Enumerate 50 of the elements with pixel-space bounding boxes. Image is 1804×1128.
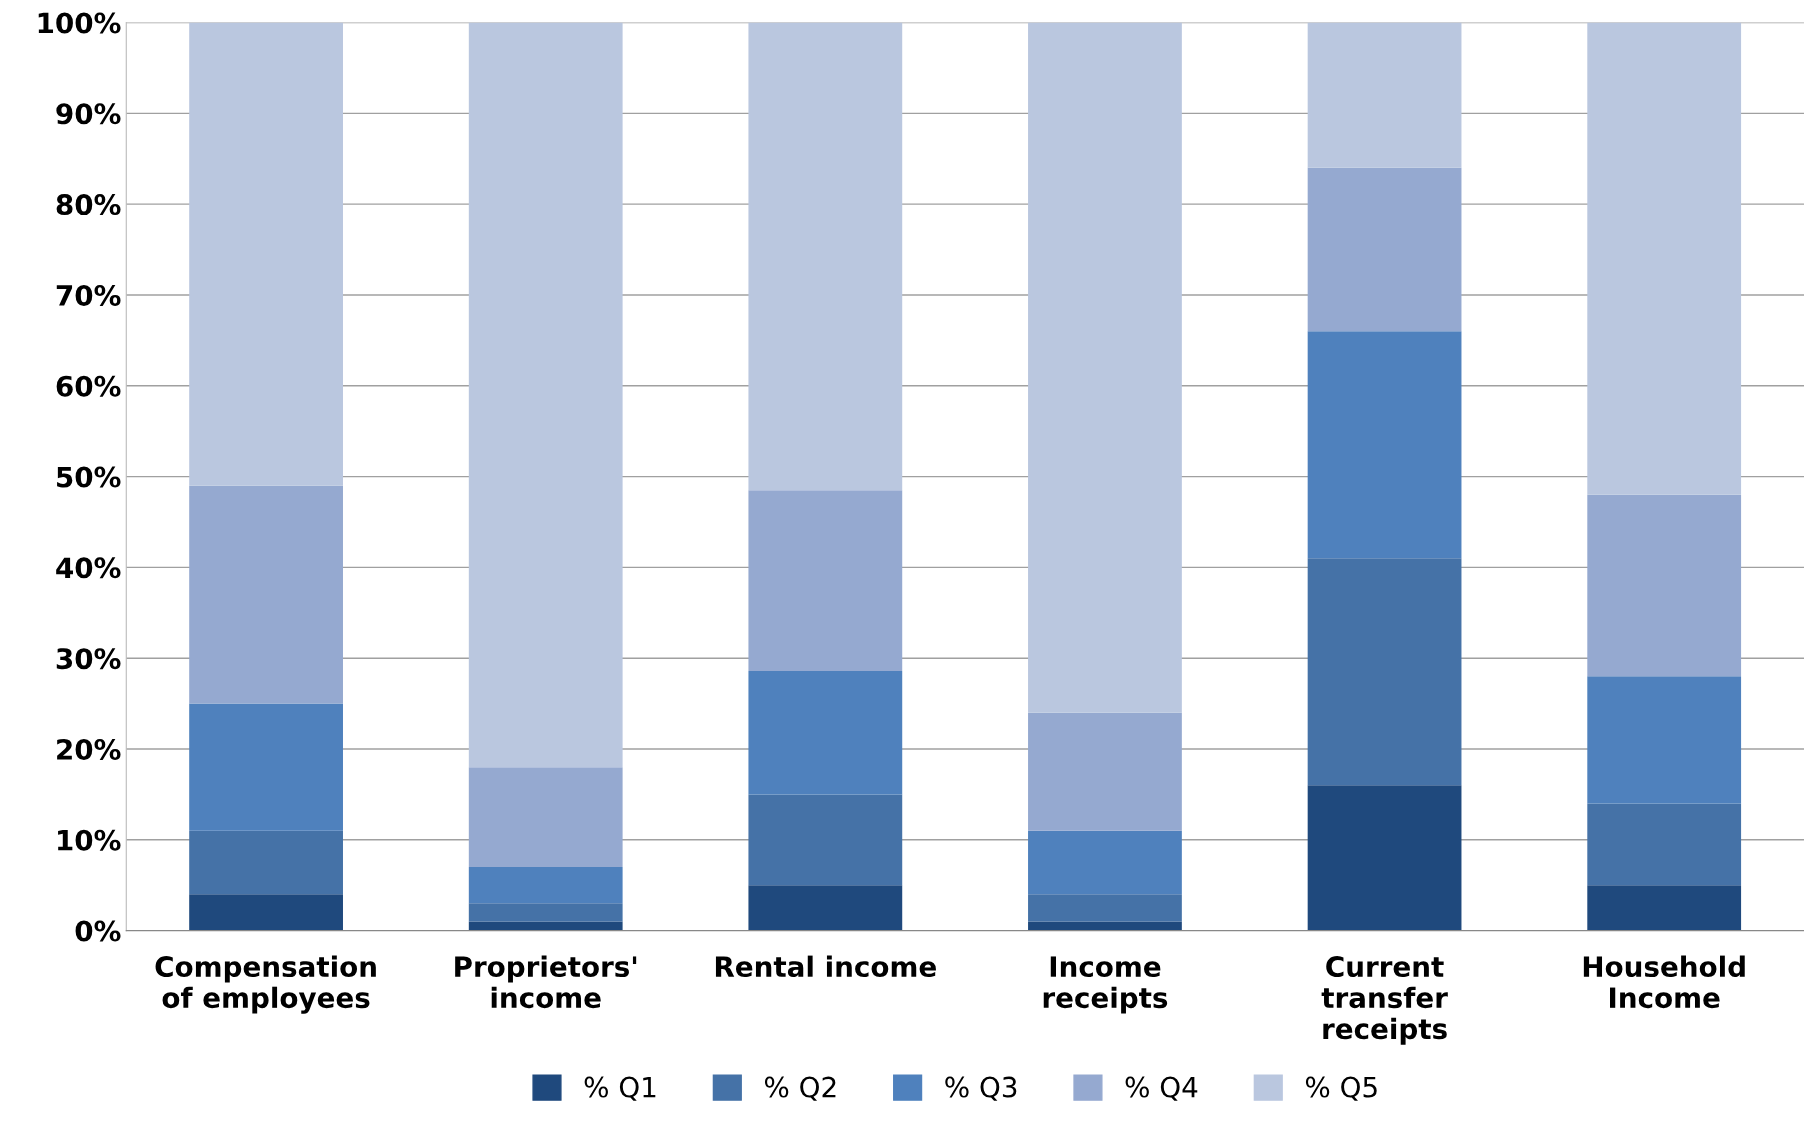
bar (748, 670, 903, 795)
x-tick-label: Rental income (715, 955, 936, 978)
legend-label: % Q4 (1125, 1076, 1198, 1101)
y-tick-label: 20% (57, 738, 121, 760)
x-tick-label: Compensation of employees (155, 955, 376, 1014)
bar (1587, 494, 1742, 677)
y-tick-label: 30% (56, 648, 121, 670)
bar (1587, 22, 1742, 495)
legend-label: % Q2 (764, 1076, 836, 1101)
bar (1028, 894, 1182, 922)
y-tick-label: 60% (56, 375, 121, 397)
bar (468, 22, 623, 768)
bar (748, 885, 903, 931)
bar (189, 894, 343, 931)
bar (1028, 22, 1182, 713)
bar (468, 767, 623, 868)
y-tick-label: 70% (56, 284, 121, 306)
bar (1307, 167, 1462, 332)
bar (189, 485, 343, 704)
bar (468, 903, 623, 922)
y-tick-label: 50% (57, 466, 121, 488)
y-tick-label: 100% (38, 12, 121, 34)
legend-label: % Q5 (1305, 1076, 1377, 1101)
x-tick-label: Income receipts (1043, 956, 1168, 1014)
bar (1587, 803, 1742, 886)
bar (1028, 830, 1182, 895)
bar (468, 867, 623, 904)
bar (1307, 331, 1462, 559)
bar (189, 22, 343, 486)
x-tick-label: Current transfer receipts (1321, 956, 1448, 1045)
bar (1587, 676, 1742, 804)
y-tick-label: 0% (75, 920, 121, 942)
bar (1307, 558, 1462, 786)
bar (1307, 785, 1462, 931)
y-tick-label: 90% (56, 103, 121, 125)
bar (189, 703, 343, 831)
y-tick-label: 40% (56, 557, 121, 579)
bar (1028, 712, 1182, 831)
y-tick-label: 80% (56, 194, 121, 216)
bar (189, 830, 343, 895)
x-tick-label: Household Income (1583, 955, 1745, 1009)
y-tick-label: 10% (58, 829, 121, 851)
legend-label: % Q3 (945, 1076, 1017, 1101)
bar (748, 490, 903, 671)
x-tick-label: Proprietors' income (455, 955, 637, 1009)
bar (1307, 22, 1462, 168)
bar (748, 794, 903, 886)
bar (748, 22, 903, 491)
legend-label: % Q1 (584, 1076, 656, 1101)
bar (1587, 885, 1742, 931)
